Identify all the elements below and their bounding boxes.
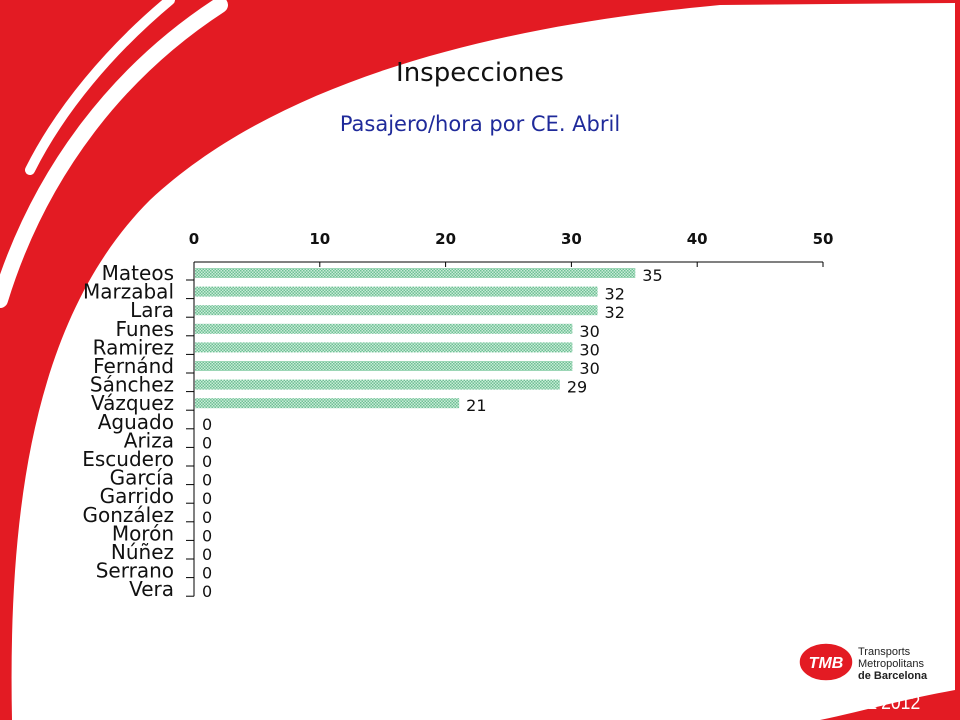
- category-label: Vera: [129, 577, 174, 601]
- bar: [195, 398, 460, 409]
- data-label: 0: [202, 471, 212, 490]
- category-label: Marzabal: [83, 280, 174, 304]
- category-label: Vázquez: [91, 391, 174, 415]
- x-tick-label: 10: [309, 230, 330, 248]
- data-label: 0: [202, 582, 212, 601]
- bar: [195, 286, 598, 297]
- data-label: 0: [202, 415, 212, 434]
- data-label: 29: [567, 378, 587, 397]
- tmb-logo-text: Transports Metropolitans de Barcelona: [858, 646, 927, 682]
- bar: [195, 323, 573, 334]
- bar: [195, 305, 598, 316]
- category-label: Morón: [112, 521, 174, 545]
- page-title: Inspecciones: [396, 58, 564, 88]
- x-tick-label: 0: [189, 230, 199, 248]
- category-label: Núñez: [111, 540, 174, 564]
- x-tick-label: 40: [687, 230, 708, 248]
- data-label: 30: [579, 340, 599, 359]
- category-label: Sánchez: [90, 373, 174, 397]
- data-label: 0: [202, 489, 212, 508]
- bar: [195, 268, 636, 278]
- x-tick-label: 20: [435, 230, 456, 248]
- tmb-logo-mark: TMB: [809, 655, 844, 672]
- logo-line-3: de Barcelona: [858, 670, 928, 682]
- category-label: Aguado: [98, 410, 174, 434]
- tmb-logo-icon: TMB: [798, 642, 854, 682]
- category-label: Escudero: [82, 447, 174, 471]
- category-label: Ariza: [124, 428, 174, 452]
- data-label: 0: [202, 508, 212, 527]
- category-label: Mateos: [102, 261, 174, 285]
- data-label: 0: [202, 452, 212, 471]
- bar: [195, 361, 573, 371]
- data-label: 30: [579, 359, 599, 378]
- bar: [195, 342, 573, 353]
- data-label: 30: [579, 322, 599, 341]
- data-label: 35: [642, 266, 662, 285]
- data-label: 32: [605, 285, 625, 304]
- data-label: 21: [466, 396, 486, 415]
- page-subtitle: Pasajero/hora por CE. Abril: [339, 112, 621, 136]
- category-label: Garrido: [100, 484, 174, 508]
- x-tick-label: 30: [561, 230, 582, 248]
- data-label: 0: [202, 433, 212, 452]
- category-label: Lara: [130, 298, 174, 322]
- data-label: 0: [202, 564, 212, 583]
- footer-date: ABRIL 2012: [826, 692, 921, 714]
- data-label: 32: [605, 303, 625, 322]
- category-label: Fernánd: [93, 354, 174, 378]
- category-label: Ramirez: [93, 335, 174, 359]
- x-tick-label: 50: [813, 230, 834, 248]
- bar: [195, 379, 560, 390]
- data-label: 0: [202, 545, 212, 564]
- data-label: 0: [202, 526, 212, 545]
- category-label: García: [110, 466, 174, 490]
- logo-line-1: Transports: [858, 646, 911, 658]
- category-label: Serrano: [96, 559, 174, 583]
- category-label: González: [82, 503, 174, 527]
- category-label: Funes: [116, 317, 175, 341]
- logo-line-2: Metropolitans: [858, 658, 925, 670]
